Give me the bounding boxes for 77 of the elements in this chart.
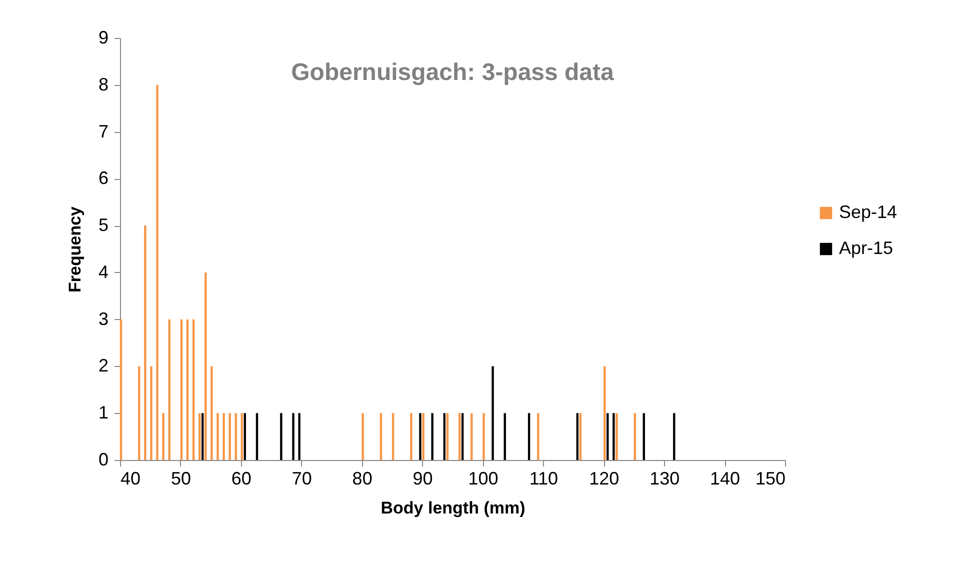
x-tick-label: 70: [292, 468, 312, 488]
bar: [298, 413, 300, 460]
bar: [616, 413, 618, 460]
bar: [504, 413, 506, 460]
bar: [461, 413, 464, 460]
y-axis-title: Frequency: [65, 206, 84, 292]
bar: [292, 413, 294, 460]
y-tick-label: 3: [98, 308, 108, 329]
bar: [492, 366, 494, 460]
text: Gobernuisgach: 3-pass data: [291, 59, 615, 86]
bar: [198, 413, 201, 460]
bar: [228, 413, 231, 460]
y-tick-label: 7: [98, 121, 108, 142]
bar: [410, 413, 412, 460]
bar: [144, 226, 146, 460]
bar: [216, 413, 219, 460]
bar: [380, 413, 382, 460]
bar: [256, 413, 258, 460]
x-tick-label: 110: [529, 468, 558, 488]
x-tick-label: 50: [170, 468, 191, 488]
y-tick-label: 6: [98, 168, 108, 188]
bar: [528, 413, 530, 460]
bar: [579, 413, 582, 460]
bar: [210, 366, 213, 460]
bar: [422, 413, 424, 460]
bar: [240, 413, 244, 460]
bar: [604, 366, 606, 460]
bar: [482, 413, 485, 460]
y-tick-label: 0: [98, 450, 108, 470]
x-tick-label: 80: [352, 468, 372, 488]
bar: [431, 413, 434, 460]
x-tick-label: 140: [710, 468, 740, 488]
x-tick-label: 150: [755, 468, 786, 488]
legend-label: Apr-15: [839, 238, 894, 258]
bar: [201, 413, 204, 460]
bar: [419, 413, 422, 460]
bar: [446, 413, 449, 460]
bar: [244, 413, 246, 460]
bar: [576, 413, 579, 460]
bar: [234, 413, 237, 460]
bar: [138, 366, 140, 460]
x-tick-label: 100: [468, 468, 498, 488]
y-tick-label: 4: [98, 262, 108, 282]
x-tick-label: 130: [650, 468, 680, 488]
y-tick-label: 1: [98, 402, 108, 423]
bar: [634, 413, 636, 460]
bar: [204, 272, 207, 460]
bar: [186, 319, 189, 460]
bar: [606, 413, 609, 460]
x-axis-title: Body length (mm): [380, 498, 526, 518]
bar: [443, 413, 446, 460]
bar: [392, 413, 394, 460]
x-tick-label: 120: [589, 468, 620, 488]
bar: [162, 413, 164, 460]
x-tick-label: 90: [412, 468, 433, 488]
bar: [537, 413, 540, 460]
y-tick-label: 9: [98, 28, 108, 48]
bar: [642, 413, 646, 460]
bar: [673, 413, 676, 460]
y-tick-label: 8: [98, 74, 108, 94]
bar: [168, 319, 170, 460]
bar: [180, 319, 183, 460]
legend-label: Sep-14: [839, 202, 898, 222]
y-tick-label: 2: [98, 356, 108, 376]
bar: [192, 319, 195, 460]
bar: [612, 413, 615, 460]
bar: [362, 413, 364, 460]
bar: [222, 413, 225, 460]
y-tick-label: 5: [98, 215, 108, 236]
x-tick-label: 40: [120, 468, 141, 488]
x-tick-label: 60: [231, 468, 252, 488]
bar: [156, 84, 158, 460]
bar: [150, 366, 152, 460]
bar: [458, 413, 461, 460]
bar: [280, 413, 282, 460]
bar: [470, 413, 473, 460]
bar: [120, 319, 122, 460]
